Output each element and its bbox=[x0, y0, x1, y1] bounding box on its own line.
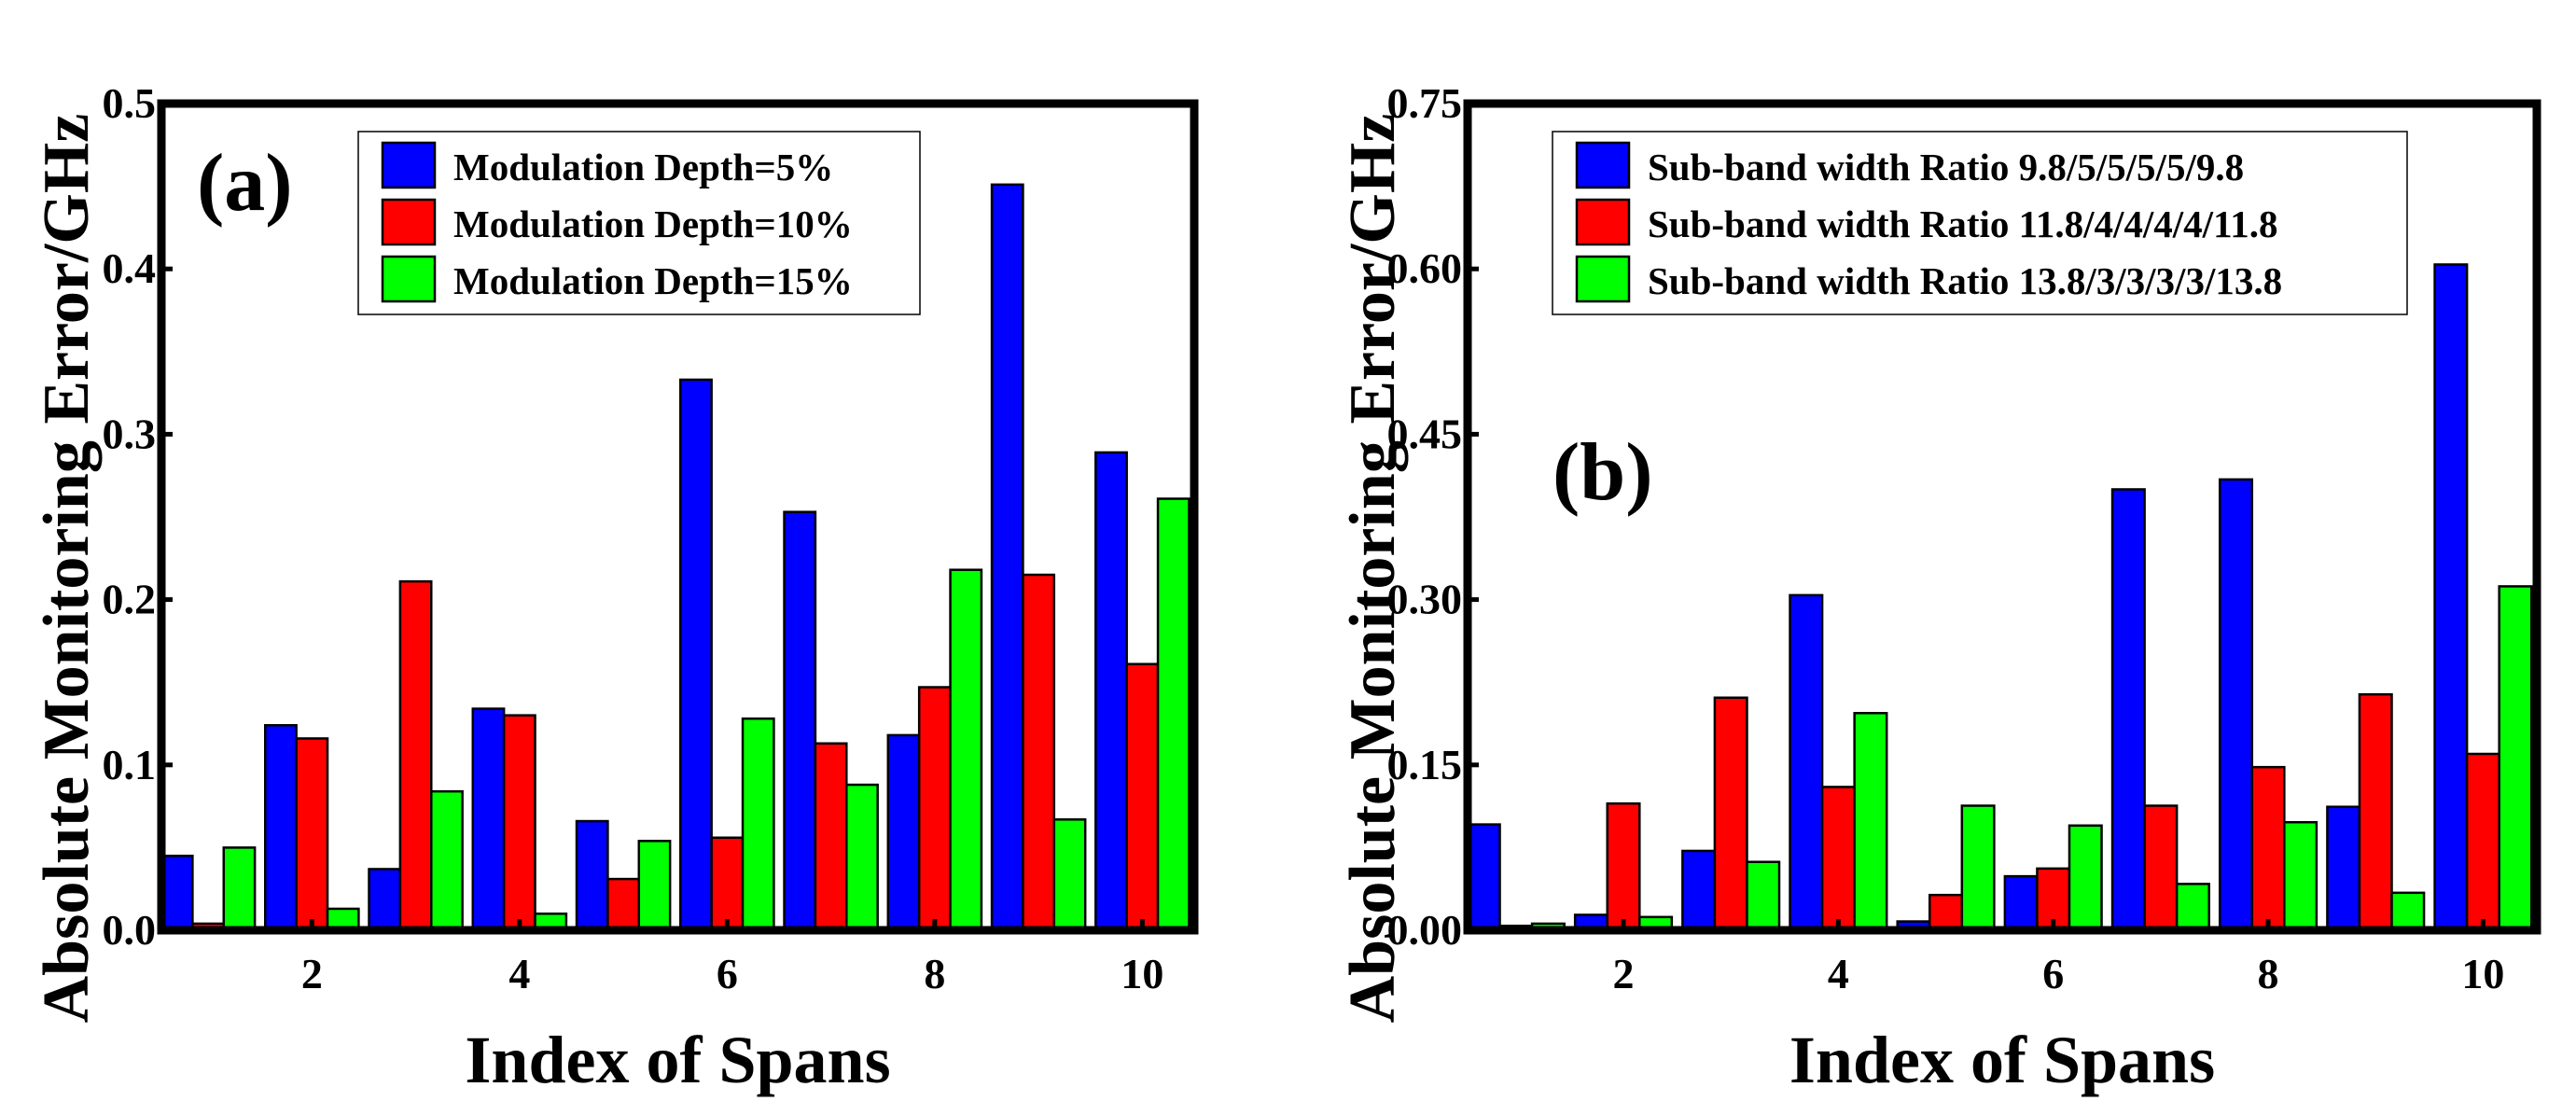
bar-series3-span6 bbox=[2068, 824, 2103, 932]
chart-a: 0.0 0.1 0.2 0.3 0.4 0.5 2 4 6 8 10 Index of Spans Ab… bbox=[31, 79, 1199, 1097]
bar-series3-span4 bbox=[1853, 712, 1888, 932]
x-tick-label: 10 bbox=[2461, 950, 2504, 997]
legend-swatch-series3 bbox=[381, 255, 437, 303]
legend-label-series1: Sub-band width Ratio 9.8/5/5/5/5/9.8 bbox=[1648, 146, 2244, 188]
y-tick-label: 0.4 bbox=[103, 244, 157, 292]
bar-series1-span10 bbox=[1094, 451, 1128, 932]
bar-series3-span8 bbox=[2283, 820, 2318, 932]
y-tick-label: 0.45 bbox=[1387, 410, 1463, 457]
bar-series3-span9 bbox=[1052, 818, 1087, 932]
bar-series1-span10 bbox=[2433, 263, 2469, 932]
bar-series3-span1 bbox=[222, 846, 257, 932]
bar-series3-span10 bbox=[1156, 497, 1191, 932]
bar-series2-span10 bbox=[2465, 752, 2500, 932]
legend-swatch-series3 bbox=[1575, 255, 1631, 303]
x-tick-label: 8 bbox=[924, 950, 945, 997]
bar-series1-span8 bbox=[886, 733, 921, 932]
bar-series3-span10 bbox=[2498, 585, 2533, 932]
bar-series3-span6 bbox=[741, 717, 775, 932]
bar-series1-span6 bbox=[679, 378, 713, 932]
panel-label: (b) bbox=[1553, 427, 1653, 518]
bar-series1-span8 bbox=[2218, 478, 2254, 932]
bar-series3-span3 bbox=[1746, 860, 1781, 932]
bar-series1-span4 bbox=[471, 707, 506, 932]
legend-box bbox=[1552, 131, 2408, 315]
bar-series2-span10 bbox=[1125, 662, 1160, 932]
bar-series1-span4 bbox=[1789, 593, 1824, 932]
plot-frame bbox=[1463, 99, 2541, 935]
x-axis-title: Index of Spans bbox=[1789, 1023, 2215, 1097]
bar-series1-span9 bbox=[2326, 805, 2361, 932]
y-axis-title: Absolute Monitoring Error/GHz bbox=[1337, 114, 1409, 1024]
x-tick-label: 6 bbox=[2042, 950, 2064, 997]
bar-series3-span8 bbox=[949, 568, 983, 932]
bar-series1-span5 bbox=[575, 819, 609, 932]
x-tick-label: 2 bbox=[301, 950, 323, 997]
bar-series3-span9 bbox=[2390, 891, 2426, 932]
bar-series1-span1 bbox=[160, 855, 194, 932]
legend-swatch-series2 bbox=[381, 198, 437, 246]
x-tick-label: 2 bbox=[1613, 950, 1635, 997]
y-tick-label: 0.5 bbox=[103, 79, 157, 127]
bar-series1-span3 bbox=[368, 868, 402, 932]
bar-series3-span7 bbox=[2175, 883, 2210, 932]
bar-series2-span3 bbox=[398, 579, 433, 932]
legend-swatch-series1 bbox=[1575, 141, 1631, 189]
legend-box bbox=[357, 131, 921, 315]
y-tick-label: 0.0 bbox=[103, 906, 157, 954]
x-tick-label: 6 bbox=[717, 950, 738, 997]
bar-series2-span2 bbox=[1606, 801, 1641, 932]
bar-series3-span7 bbox=[845, 783, 879, 932]
legend-swatch-series1 bbox=[381, 141, 437, 189]
legend-label-series3: Sub-band width Ratio 13.8/3/3/3/3/13.8 bbox=[1648, 259, 2282, 302]
plot-frame bbox=[157, 99, 1199, 935]
bar-series2-span4 bbox=[1820, 786, 1856, 932]
bar-series2-span9 bbox=[2358, 692, 2393, 932]
bar-series1-span6 bbox=[2003, 874, 2039, 932]
legend-label-series1: Modulation Depth=5% bbox=[453, 146, 833, 188]
y-tick-label: 0.30 bbox=[1387, 576, 1463, 623]
bar-series2-span8 bbox=[917, 686, 952, 932]
panel-label: (a) bbox=[197, 138, 293, 229]
legend-label-series3: Modulation Depth=15% bbox=[453, 259, 853, 302]
bar-series2-span8 bbox=[2250, 765, 2286, 932]
bar-series1-span2 bbox=[264, 724, 298, 932]
bar-series2-span3 bbox=[1713, 696, 1748, 932]
x-tick-label: 10 bbox=[1121, 950, 1163, 997]
bar-series1-span7 bbox=[783, 510, 817, 932]
x-axis-title: Index of Spans bbox=[465, 1023, 890, 1097]
y-tick-label: 0.3 bbox=[103, 410, 157, 457]
bar-series2-span2 bbox=[295, 737, 329, 932]
bar-series1-span7 bbox=[2110, 488, 2146, 932]
y-tick-label: 0.75 bbox=[1387, 79, 1463, 127]
y-axis-title: Absolute Monitoring Error/GHz bbox=[31, 114, 103, 1024]
chart-b: 0.00 0.15 0.30 0.45 0.60 0.75 2 4 6 8 10 Index of S… bbox=[1337, 79, 2541, 1097]
legend-label-series2: Modulation Depth=10% bbox=[453, 202, 853, 245]
bar-series3-span5 bbox=[1960, 804, 1996, 932]
x-tick-label: 4 bbox=[1828, 950, 1849, 997]
y-tick-label: 0.2 bbox=[103, 576, 157, 623]
bar-series2-span7 bbox=[2143, 804, 2179, 932]
y-tick-label: 0.60 bbox=[1387, 244, 1463, 292]
legend-swatch-series2 bbox=[1575, 198, 1631, 246]
legend-label-series2: Sub-band width Ratio 11.8/4/4/4/4/11.8 bbox=[1648, 202, 2278, 245]
bar-series1-span3 bbox=[1681, 849, 1717, 932]
bar-series2-span9 bbox=[1022, 573, 1056, 932]
x-tick-label: 4 bbox=[508, 950, 530, 997]
bar-series1-span1 bbox=[1466, 823, 1501, 932]
bar-series2-span5 bbox=[606, 877, 641, 932]
bar-series2-span5 bbox=[1929, 893, 1964, 932]
bar-series3-span3 bbox=[430, 789, 464, 932]
bar-series1-span9 bbox=[990, 183, 1024, 932]
bar-series2-span4 bbox=[502, 714, 536, 932]
y-tick-label: 0.1 bbox=[103, 741, 157, 788]
y-tick-label: 0.15 bbox=[1387, 741, 1463, 788]
bar-series2-span6 bbox=[710, 836, 745, 932]
y-tick-label: 0.00 bbox=[1387, 906, 1463, 954]
x-tick-label: 8 bbox=[2258, 950, 2279, 997]
bar-series2-span7 bbox=[814, 742, 848, 932]
bar-series3-span5 bbox=[637, 840, 672, 932]
